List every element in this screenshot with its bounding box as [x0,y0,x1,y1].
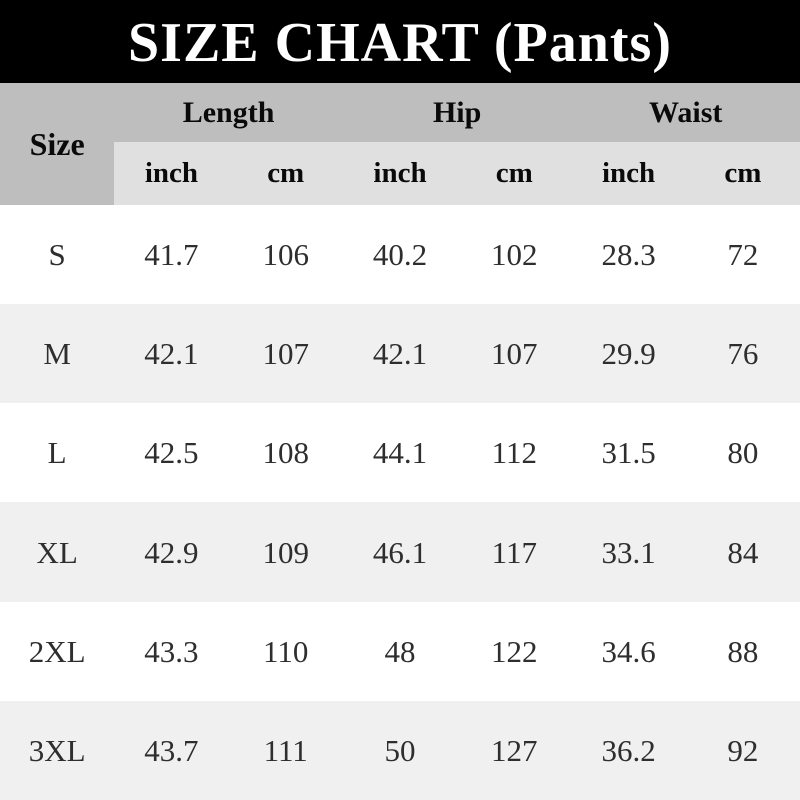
table-cell: 43.7 [114,700,229,800]
unit-header-hip-cm: cm [457,142,572,205]
column-group-hip: Hip [342,83,572,142]
table-cell: 108 [228,403,343,503]
table-cell: 84 [685,502,800,602]
table-cell: 28.3 [571,205,686,305]
unit-header-length-inch: inch [114,142,229,205]
table-cell: 50 [342,700,458,800]
unit-header-hip-inch: inch [342,142,458,205]
table-cell: 42.5 [114,403,229,503]
table-cell: 122 [457,601,572,701]
table-cell: 107 [228,304,343,404]
table-cell: 34.6 [571,601,686,701]
table-cell: 107 [457,304,572,404]
table-cell: 41.7 [114,205,229,305]
table-cell: 109 [228,502,343,602]
table-cell: 40.2 [342,205,458,305]
table-cell: 43.3 [114,601,229,701]
size-label-3xl: 3XL [0,700,115,800]
unit-header-waist-cm: cm [685,142,800,205]
table-cell: 80 [685,403,800,503]
unit-header-waist-inch: inch [571,142,686,205]
table-cell: 106 [228,205,343,305]
table-cell: 42.1 [342,304,458,404]
table-cell: 112 [457,403,572,503]
table-cell: 117 [457,502,572,602]
column-group-length: Length [114,83,343,142]
table-cell: 42.1 [114,304,229,404]
column-group-waist: Waist [571,83,800,142]
table-cell: 42.9 [114,502,229,602]
size-label-l: L [0,403,115,503]
page-title: SIZE CHART (Pants) [128,11,672,74]
table-cell: 48 [342,601,458,701]
table-cell: 46.1 [342,502,458,602]
unit-header-length-cm: cm [228,142,343,205]
table-cell: 31.5 [571,403,686,503]
size-label-m: M [0,304,115,404]
table-cell: 72 [685,205,800,305]
table-cell: 29.9 [571,304,686,404]
size-chart-table: Size Length Hip Waist inch cm inch cm in… [0,83,800,800]
table-cell: 102 [457,205,572,305]
table-cell: 110 [228,601,343,701]
table-cell: 44.1 [342,403,458,503]
table-cell: 111 [228,700,343,800]
table-cell: 88 [685,601,800,701]
table-cell: 127 [457,700,572,800]
table-cell: 33.1 [571,502,686,602]
size-label-2xl: 2XL [0,601,115,701]
title-bar: SIZE CHART (Pants) [0,0,800,83]
size-label-s: S [0,205,115,305]
table-cell: 92 [685,700,800,800]
table-cell: 36.2 [571,700,686,800]
size-label-xl: XL [0,502,115,602]
table-cell: 76 [685,304,800,404]
column-header-size: Size [0,83,115,205]
